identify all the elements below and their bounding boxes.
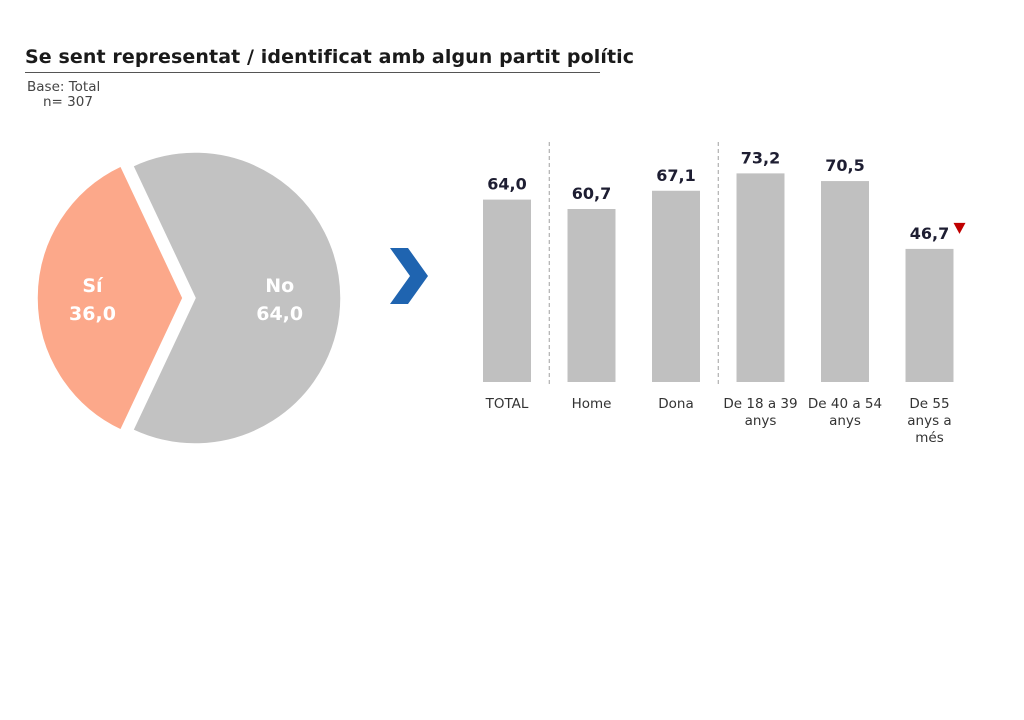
bar-category-label-3-line-1: anys — [745, 413, 777, 429]
bar-value-label-4: 70,5 — [825, 156, 864, 175]
bar-category-label-3-line-0: De 18 a 39 — [723, 396, 797, 412]
pie-value-si: 36,0 — [69, 303, 116, 325]
chart-title: Se sent representat / identificat amb al… — [25, 46, 635, 68]
pie-label-si: Sí — [82, 275, 104, 297]
bar-category-label-5-line-0: De 55 — [909, 396, 949, 412]
bar-3 — [736, 173, 785, 382]
pie-value-no: 64,0 — [256, 303, 303, 325]
bar-value-label-3: 73,2 — [741, 148, 780, 167]
bar-0 — [483, 199, 531, 382]
bar-category-label-1-line-0: Home — [572, 396, 612, 412]
pie-slice-si — [36, 164, 184, 432]
pie-label-no: No — [265, 275, 294, 297]
sample-size: n= 307 — [43, 94, 93, 110]
bar-category-label-5-line-1: anys a — [907, 413, 951, 429]
chevron-right-icon — [390, 248, 428, 304]
bar-category-label-5-line-2: més — [915, 430, 944, 446]
significance-down-triangle-icon — [953, 222, 966, 234]
bar-5 — [905, 248, 954, 382]
bar-value-label-2: 67,1 — [656, 166, 695, 185]
base-label: Base: Total — [27, 79, 101, 95]
bar-category-label-0-line-0: TOTAL — [485, 396, 529, 412]
bar-2 — [652, 190, 700, 382]
bar-value-label-5: 46,7 — [910, 224, 949, 243]
bar-category-label-4-line-1: anys — [829, 413, 861, 429]
base-info: Base: Total n= 307 — [27, 80, 100, 110]
bar-category-label-4-line-0: De 40 a 54 — [808, 396, 882, 412]
bar-1 — [567, 209, 616, 382]
pie-slice-no — [131, 151, 342, 445]
title-underline — [25, 72, 600, 73]
bar-category-label-2-line-0: Dona — [658, 396, 693, 412]
bar-value-label-1: 60,7 — [572, 184, 611, 203]
bar-value-label-0: 64,0 — [487, 175, 526, 194]
bar-4 — [821, 181, 869, 382]
